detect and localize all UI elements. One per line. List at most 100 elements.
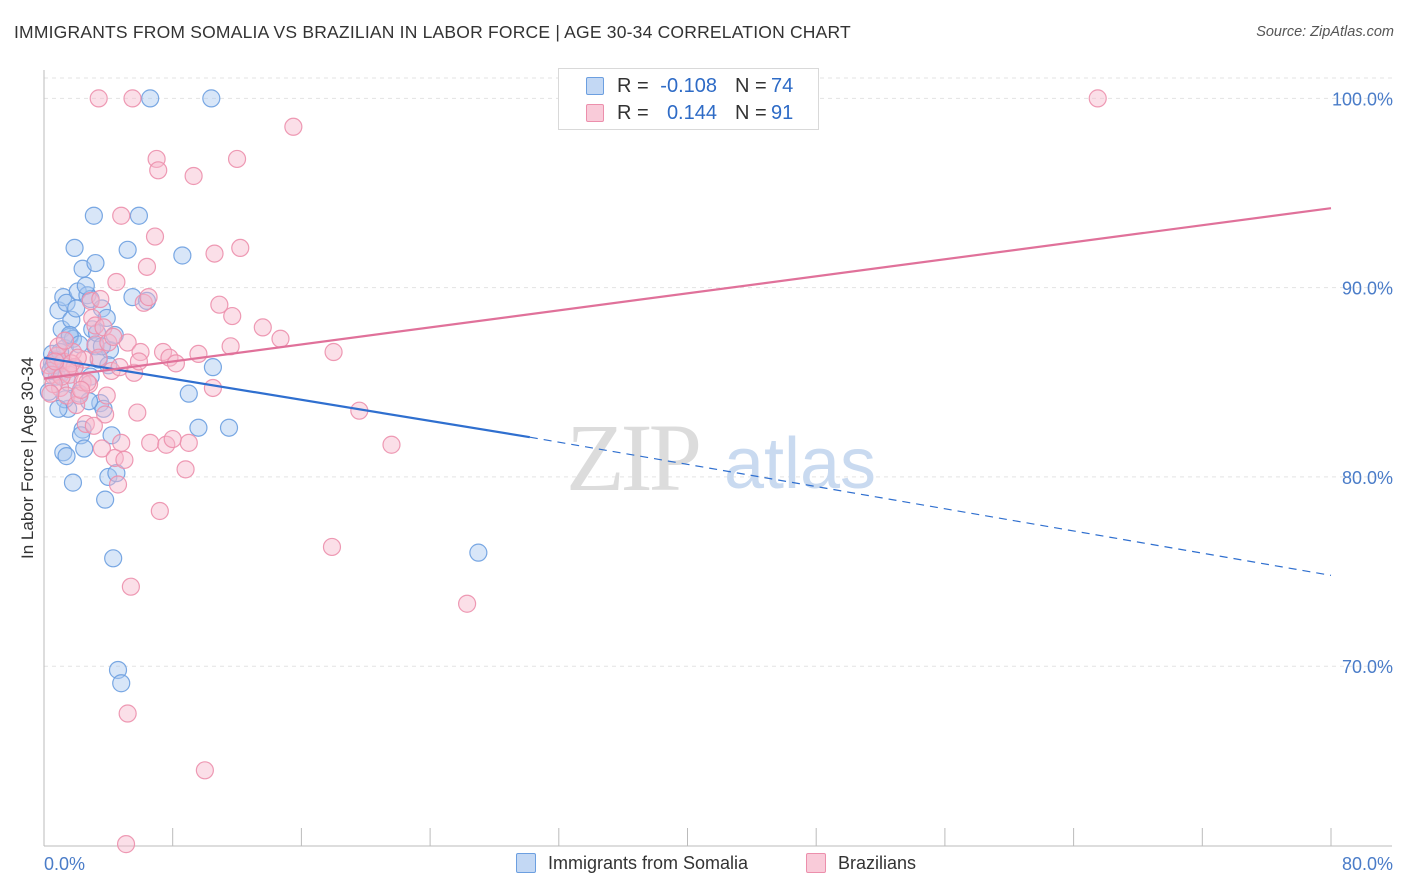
somalia-point [102, 426, 121, 445]
somalia-point [96, 490, 115, 509]
brazil-point [91, 289, 110, 309]
brazil-point [195, 761, 214, 780]
somalia-point [219, 418, 239, 437]
brazil-point [112, 433, 131, 452]
somalia-point [202, 89, 221, 108]
n-value: 91 [771, 102, 794, 124]
somalia-point [57, 293, 76, 312]
brazil-point [253, 318, 272, 337]
n-value: 74 [771, 75, 794, 97]
r-value: 0.144 [666, 102, 717, 124]
n-label: N = [735, 75, 767, 97]
somalia-point [107, 464, 126, 483]
brazil-point [96, 405, 115, 424]
source-credit: Source: ZipAtlas.com [1256, 24, 1394, 40]
brazil-point [176, 460, 195, 479]
brazil-point [324, 342, 343, 362]
brazil-point [210, 295, 229, 314]
y-tick-label: 100.0% [1332, 89, 1393, 109]
brazil-point [107, 272, 126, 292]
y-axis-title: In Labor Force | Age 30-34 [18, 357, 37, 559]
chart-title: IMMIGRANTS FROM SOMALIA VS BRAZILIAN IN … [14, 22, 851, 42]
brazil-point [163, 429, 182, 449]
brazil-point [231, 238, 250, 258]
somalia-point [189, 418, 208, 437]
somalia-point [173, 246, 192, 265]
watermark-atlas: atlas [724, 424, 876, 504]
trend-layer [43, 207, 1332, 576]
brazil-swatch [806, 853, 826, 873]
somalia-point [57, 447, 76, 466]
legend-label: Brazilians [838, 853, 917, 873]
brazil-swatch [586, 104, 604, 122]
brazil-point [284, 117, 303, 136]
somalia-swatch [516, 853, 536, 873]
somalia-point [469, 543, 488, 562]
somalia-point [86, 253, 105, 273]
somalia-point [141, 89, 160, 108]
axes-layer [43, 70, 1392, 847]
x-tick-label-max: 80.0% [1342, 854, 1393, 874]
brazil-point [166, 354, 186, 373]
brazil-point [89, 89, 108, 108]
brazil-point [116, 835, 136, 854]
brazil-point [137, 257, 157, 276]
somalia-point [179, 384, 198, 403]
brazil-point [150, 501, 169, 521]
brazil-point [141, 433, 160, 452]
n-label: N = [735, 102, 767, 124]
points-layer [39, 89, 1107, 854]
brazil-point [97, 386, 116, 405]
grid-layer [44, 77, 1392, 667]
brazil-point [131, 342, 150, 362]
brazil-point [271, 329, 290, 348]
brazil-point [205, 244, 224, 263]
x-tick-label-min: 0.0% [44, 854, 85, 874]
somalia-point [123, 288, 142, 307]
somalia-point [91, 394, 110, 413]
somalia-point [203, 358, 223, 377]
somalia-point [63, 473, 83, 492]
brazil-point [1088, 89, 1107, 108]
r-label: R = [617, 75, 649, 97]
brazil-point [382, 435, 401, 454]
brazil-point [92, 439, 112, 458]
r-label: R = [617, 102, 649, 124]
brazil-point [223, 306, 242, 326]
brazil-point [458, 594, 477, 613]
brazil-point [203, 378, 223, 398]
legend-row-somalia: R = -0.108 N = 74 [559, 74, 818, 100]
brazil-point [112, 206, 131, 225]
brazil-point [149, 161, 168, 180]
brazil-point [104, 327, 123, 346]
brazil-point [108, 475, 128, 494]
somalia-point [60, 325, 79, 345]
brazil-point [145, 227, 165, 246]
series-legend: Immigrants from Somalia Brazilians [0, 852, 1406, 878]
somalia-swatch [586, 77, 604, 95]
legend-label: Immigrants from Somalia [548, 853, 749, 873]
somalia-point [84, 206, 103, 225]
correlation-legend: R = -0.108 N = 74 R = 0.144 N = 91 [558, 68, 819, 130]
brazil-point [147, 149, 166, 169]
brazil-point [55, 331, 75, 350]
brazil-point [123, 89, 142, 108]
brazil-point [139, 288, 158, 307]
y-tick-label: 90.0% [1342, 279, 1393, 299]
y-tick-label: 70.0% [1342, 657, 1393, 677]
somalia-point [118, 240, 137, 259]
legend-row-brazil: R = 0.144 N = 91 [559, 101, 818, 127]
somalia-trend-line [43, 356, 531, 439]
somalia-point [75, 439, 94, 458]
brazil-point [121, 577, 140, 596]
brazil-trend-line [43, 207, 1332, 380]
somalia-point [104, 549, 123, 568]
somalia-trend-extension [529, 436, 1332, 576]
brazil-point [227, 149, 247, 169]
watermark: ZIP atlas [566, 404, 876, 511]
r-value: -0.108 [660, 75, 717, 97]
brazil-point [84, 416, 103, 435]
brazil-point [71, 380, 91, 399]
watermark-zip: ZIP [566, 404, 699, 511]
